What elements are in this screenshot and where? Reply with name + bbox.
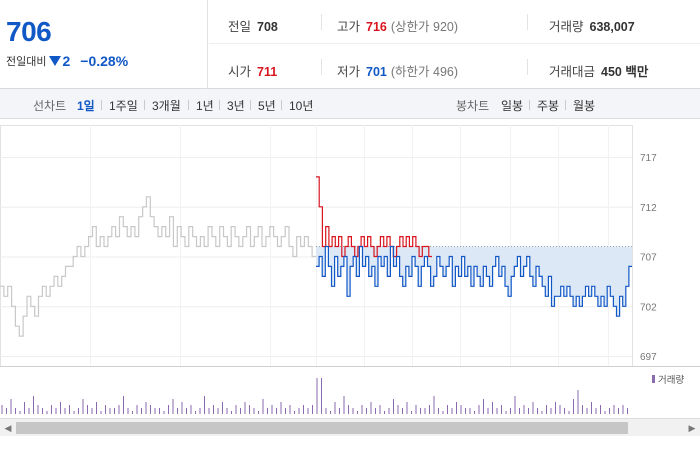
period-1w[interactable]: 1주일: [109, 99, 138, 113]
stat-label: 거래량: [549, 20, 584, 34]
period-10y[interactable]: 10년: [289, 99, 314, 113]
price-box: 706 전일대비 2 −0.28%: [0, 0, 208, 89]
change-percent: −0.28%: [80, 53, 129, 69]
scroll-right-icon[interactable]: ▶: [688, 423, 696, 433]
stat-limit: (상한가 920): [390, 20, 459, 34]
divider: [527, 59, 528, 75]
stat-label: 거래대금: [549, 65, 596, 79]
y-tick-label: 702: [640, 302, 657, 313]
price-chart[interactable]: 717 712 707 702 697 거래량: [0, 120, 700, 420]
period-3y[interactable]: 3년: [227, 99, 245, 113]
divider: [281, 100, 282, 110]
y-tick-label: 707: [640, 253, 657, 264]
line-chart-label: 선차트: [33, 99, 67, 113]
chart-toolbar: 선차트 1일 1주일 3개월 1년 3년 5년 10년 봉차트 일봉 주봉 월봉: [0, 89, 700, 119]
bottom-strip: [0, 436, 700, 450]
divider: [144, 100, 145, 110]
change-label: 전일대비: [6, 56, 47, 68]
change-amount: 2: [62, 53, 71, 69]
chart-scrollbar[interactable]: ◀ ▶: [0, 418, 700, 436]
stat-trade-value: 거래대금 450 백만: [549, 61, 648, 80]
y-tick-label: 717: [640, 153, 657, 164]
down-triangle-icon: [49, 56, 62, 66]
period-5y[interactable]: 5년: [258, 99, 276, 113]
divider: [188, 100, 189, 110]
period-1y[interactable]: 1년: [196, 99, 214, 113]
price-change: 전일대비 2 −0.28%: [6, 53, 128, 69]
divider: [565, 100, 566, 110]
series-down-line: [316, 245, 632, 317]
stat-open: 시가 711: [228, 61, 277, 80]
stock-stats: 전일 708 고가 716 (상한가 920) 거래량 638,007 시가 711 저가…: [209, 0, 700, 89]
series-prev-day-line: [0, 196, 316, 337]
candle-chart-label: 봉차트: [456, 99, 490, 113]
current-price: 706: [6, 16, 52, 47]
candle-daily[interactable]: 일봉: [501, 99, 524, 113]
divider: [101, 100, 102, 110]
stat-low: 저가 701 (하한가 496): [337, 61, 458, 80]
candle-monthly[interactable]: 월봉: [573, 99, 596, 113]
period-3m[interactable]: 3개월: [152, 99, 181, 113]
stats-row-2: 시가 711 저가 701 (하한가 496) 거래대금 450 백만: [209, 45, 700, 89]
y-tick-label: 712: [640, 203, 657, 214]
divider: [250, 100, 251, 110]
stat-label: 저가: [337, 65, 361, 79]
stat-label: 전일: [228, 20, 252, 34]
stat-value: 711: [257, 65, 278, 79]
stat-value: 701: [366, 65, 387, 79]
period-1d[interactable]: 1일: [77, 99, 95, 113]
scroll-thumb[interactable]: [16, 422, 628, 434]
stat-volume: 거래량 638,007: [549, 16, 635, 35]
stat-high: 고가 716 (상한가 920): [337, 16, 458, 35]
stats-row-1: 전일 708 고가 716 (상한가 920) 거래량 638,007: [209, 0, 700, 44]
stat-label: 시가: [228, 65, 252, 79]
divider: [321, 59, 322, 75]
volume-legend-marker: [652, 375, 655, 383]
y-tick-label: 697: [640, 352, 657, 363]
stat-label: 고가: [337, 20, 361, 34]
stat-value: 450 백만: [601, 65, 649, 79]
stat-value: 638,007: [589, 20, 635, 34]
divider: [219, 100, 220, 110]
volume-legend-label: 거래량: [658, 374, 684, 386]
stat-prev-close: 전일 708: [228, 16, 278, 35]
divider: [321, 14, 322, 30]
stock-summary: 706 전일대비 2 −0.28% 전일 708 고가 716 (상한가 920) 거…: [0, 0, 700, 89]
divider: [527, 14, 528, 30]
stat-value: 708: [257, 20, 278, 34]
stat-limit: (하한가 496): [390, 65, 459, 79]
series-up-line: [316, 176, 432, 258]
divider: [529, 100, 530, 110]
stat-value: 716: [366, 20, 387, 34]
candle-weekly[interactable]: 주봉: [537, 99, 560, 113]
scroll-left-icon[interactable]: ◀: [4, 423, 12, 433]
